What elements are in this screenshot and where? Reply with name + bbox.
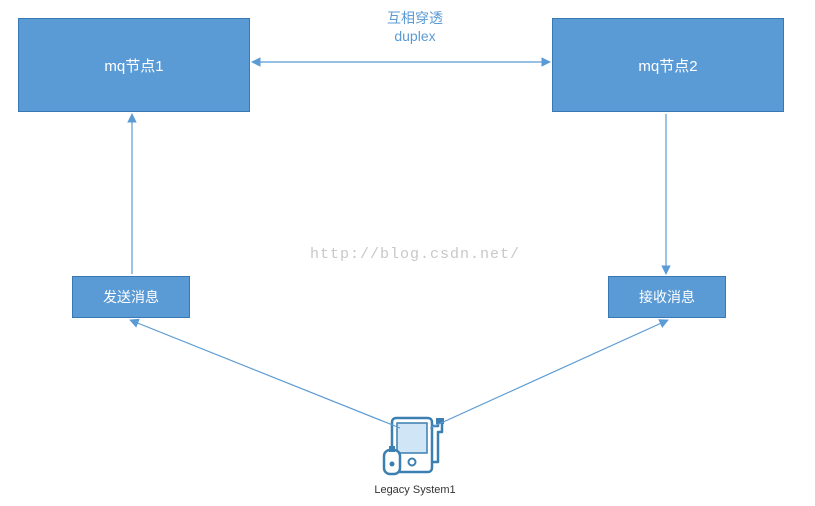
- legacy-system-label: Legacy System1: [365, 484, 465, 496]
- node-mq2-label: mq节点2: [638, 55, 697, 76]
- duplex-label-line2: duplex: [350, 28, 480, 44]
- watermark-text: http://blog.csdn.net/: [310, 246, 520, 263]
- duplex-label: 互相穿透 duplex: [350, 8, 480, 44]
- edge-legacy-to-recv: [430, 320, 668, 428]
- node-send-message: 发送消息: [72, 276, 190, 318]
- node-receive-message: 接收消息: [608, 276, 726, 318]
- node-send-label: 发送消息: [103, 287, 159, 307]
- duplex-label-line1: 互相穿透: [350, 8, 480, 28]
- legacy-system-icon: [380, 416, 450, 480]
- node-recv-label: 接收消息: [639, 287, 695, 307]
- node-mq1-label: mq节点1: [104, 55, 163, 76]
- node-mq1: mq节点1: [18, 18, 250, 112]
- edge-legacy-to-send: [130, 320, 400, 428]
- node-mq2: mq节点2: [552, 18, 784, 112]
